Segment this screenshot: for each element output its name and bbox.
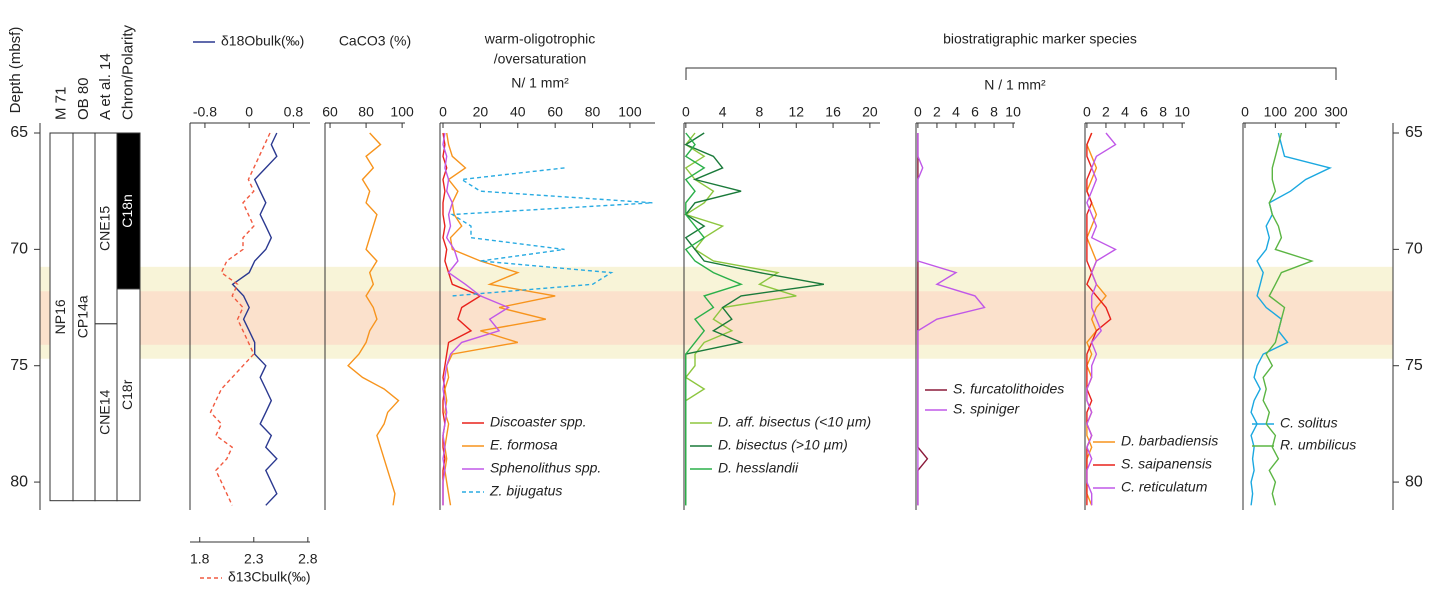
x-tick-label: 10: [1174, 104, 1190, 120]
series-line: [1086, 132, 1117, 506]
legend-label: δ18Obulk(‰): [221, 33, 304, 49]
series-line: [684, 132, 744, 506]
zone: [116, 288, 141, 502]
zone-label: CP14a: [75, 295, 91, 338]
series-line: [450, 167, 653, 297]
panel-title: warm-oligotrophic: [484, 31, 595, 47]
x-tick-label: 100: [618, 104, 642, 120]
legend-label: S. furcatolithoides: [953, 381, 1064, 397]
legend-label: S. spiniger: [953, 401, 1020, 417]
y-tick-label: 70: [10, 241, 28, 258]
x-tick-label: 2: [933, 104, 941, 120]
y-tick-label: 75: [1405, 357, 1423, 374]
y-tick-label: 80: [1405, 473, 1423, 490]
legend-label: C. solitus: [1280, 415, 1338, 431]
x-tick-label: 60: [322, 104, 338, 120]
legend-label: Z. bijugatus: [489, 483, 562, 499]
x-tick-label: 0: [439, 104, 447, 120]
x2-tick-label: 2.3: [244, 551, 264, 567]
legend-label: D. barbadiensis: [1121, 433, 1218, 449]
legend-label: R. umbilicus: [1280, 437, 1356, 453]
x-tick-label: 2: [1102, 104, 1110, 120]
group-bracket: [685, 67, 1337, 80]
x-tick-label: 8: [990, 104, 998, 120]
series-line: [1262, 132, 1314, 506]
y-tick-label: 75: [10, 357, 28, 374]
zone-label: C18r: [119, 379, 135, 410]
y-tick-label: 70: [1405, 241, 1423, 258]
panel-subtitle: /oversaturation: [494, 51, 587, 67]
series-line: [231, 132, 278, 506]
series-line: [444, 132, 556, 506]
x-tick-label: 16: [825, 104, 841, 120]
legend-label: D. hesslandii: [718, 460, 799, 476]
x-tick-label: 4: [719, 104, 727, 120]
legend-label: D. bisectus (>10 µm): [718, 437, 848, 453]
zone-label: CNE14: [97, 389, 113, 434]
group-title: biostratigraphic marker species: [943, 31, 1137, 47]
legend-label: δ13Cbulk(‰): [228, 569, 310, 585]
legend-label: S. saipanensis: [1121, 456, 1212, 472]
legend-label: Discoaster spp.: [490, 414, 586, 430]
x-tick-label: 0.8: [284, 104, 304, 120]
x-tick-label: 100: [390, 104, 414, 120]
x-tick-label: 40: [510, 104, 526, 120]
x-tick-label: 80: [585, 104, 601, 120]
x-tick-label: 10: [1005, 104, 1021, 120]
x-tick-label: 0: [914, 104, 922, 120]
panel-unit: N/ 1 mm²: [511, 75, 569, 91]
x-tick-label: 80: [358, 104, 374, 120]
x-tick-label: 300: [1324, 104, 1348, 120]
x-tick-label: 0: [245, 104, 253, 120]
zone-label: C18n: [119, 194, 135, 227]
axis-title: Depth (mbsf): [7, 27, 24, 114]
x-tick-label: 20: [862, 104, 878, 120]
column-header: A et al. 14: [97, 53, 114, 120]
y-tick-label: 65: [10, 124, 28, 141]
x-tick-label: -0.8: [193, 104, 217, 120]
x-tick-label: 8: [1159, 104, 1167, 120]
x-tick-label: 4: [1121, 104, 1129, 120]
series-line: [347, 132, 400, 506]
x-tick-label: 12: [788, 104, 804, 120]
series-line: [917, 133, 986, 506]
x-tick-label: 0: [682, 104, 690, 120]
zone-label: CNE15: [97, 206, 113, 251]
x-tick-label: 4: [952, 104, 960, 120]
legend-label: D. aff. bisectus (<10 µm): [718, 414, 871, 430]
series-line: [442, 132, 510, 506]
x-tick-label: 60: [547, 104, 563, 120]
y-tick-label: 65: [1405, 124, 1423, 141]
x2-tick-label: 2.8: [298, 551, 318, 567]
legend-label: C. reticulatum: [1121, 479, 1208, 495]
column-header: OB 80: [75, 77, 92, 120]
y-tick-label: 80: [10, 473, 28, 490]
x-tick-label: 0: [1083, 104, 1091, 120]
zone-label: NP16: [52, 299, 68, 334]
highlight-band: [40, 291, 1393, 345]
x-tick-label: 20: [473, 104, 489, 120]
panel-title: CaCO3 (%): [339, 33, 411, 49]
x-tick-label: 6: [1140, 104, 1148, 120]
x-tick-label: 8: [756, 104, 764, 120]
column-header: Chron/Polarity: [119, 24, 136, 120]
series-line: [442, 132, 482, 506]
x-tick-label: 0: [1241, 104, 1249, 120]
legend-label: Sphenolithus spp.: [490, 460, 601, 476]
legend-label: E. formosa: [490, 437, 558, 453]
x-tick-label: 200: [1294, 104, 1318, 120]
x-tick-label: 100: [1264, 104, 1288, 120]
x-tick-label: 6: [971, 104, 979, 120]
group-unit: N / 1 mm²: [984, 77, 1046, 93]
series-line: [209, 132, 271, 506]
x2-tick-label: 1.8: [190, 551, 210, 567]
column-header: M 71: [52, 87, 69, 120]
